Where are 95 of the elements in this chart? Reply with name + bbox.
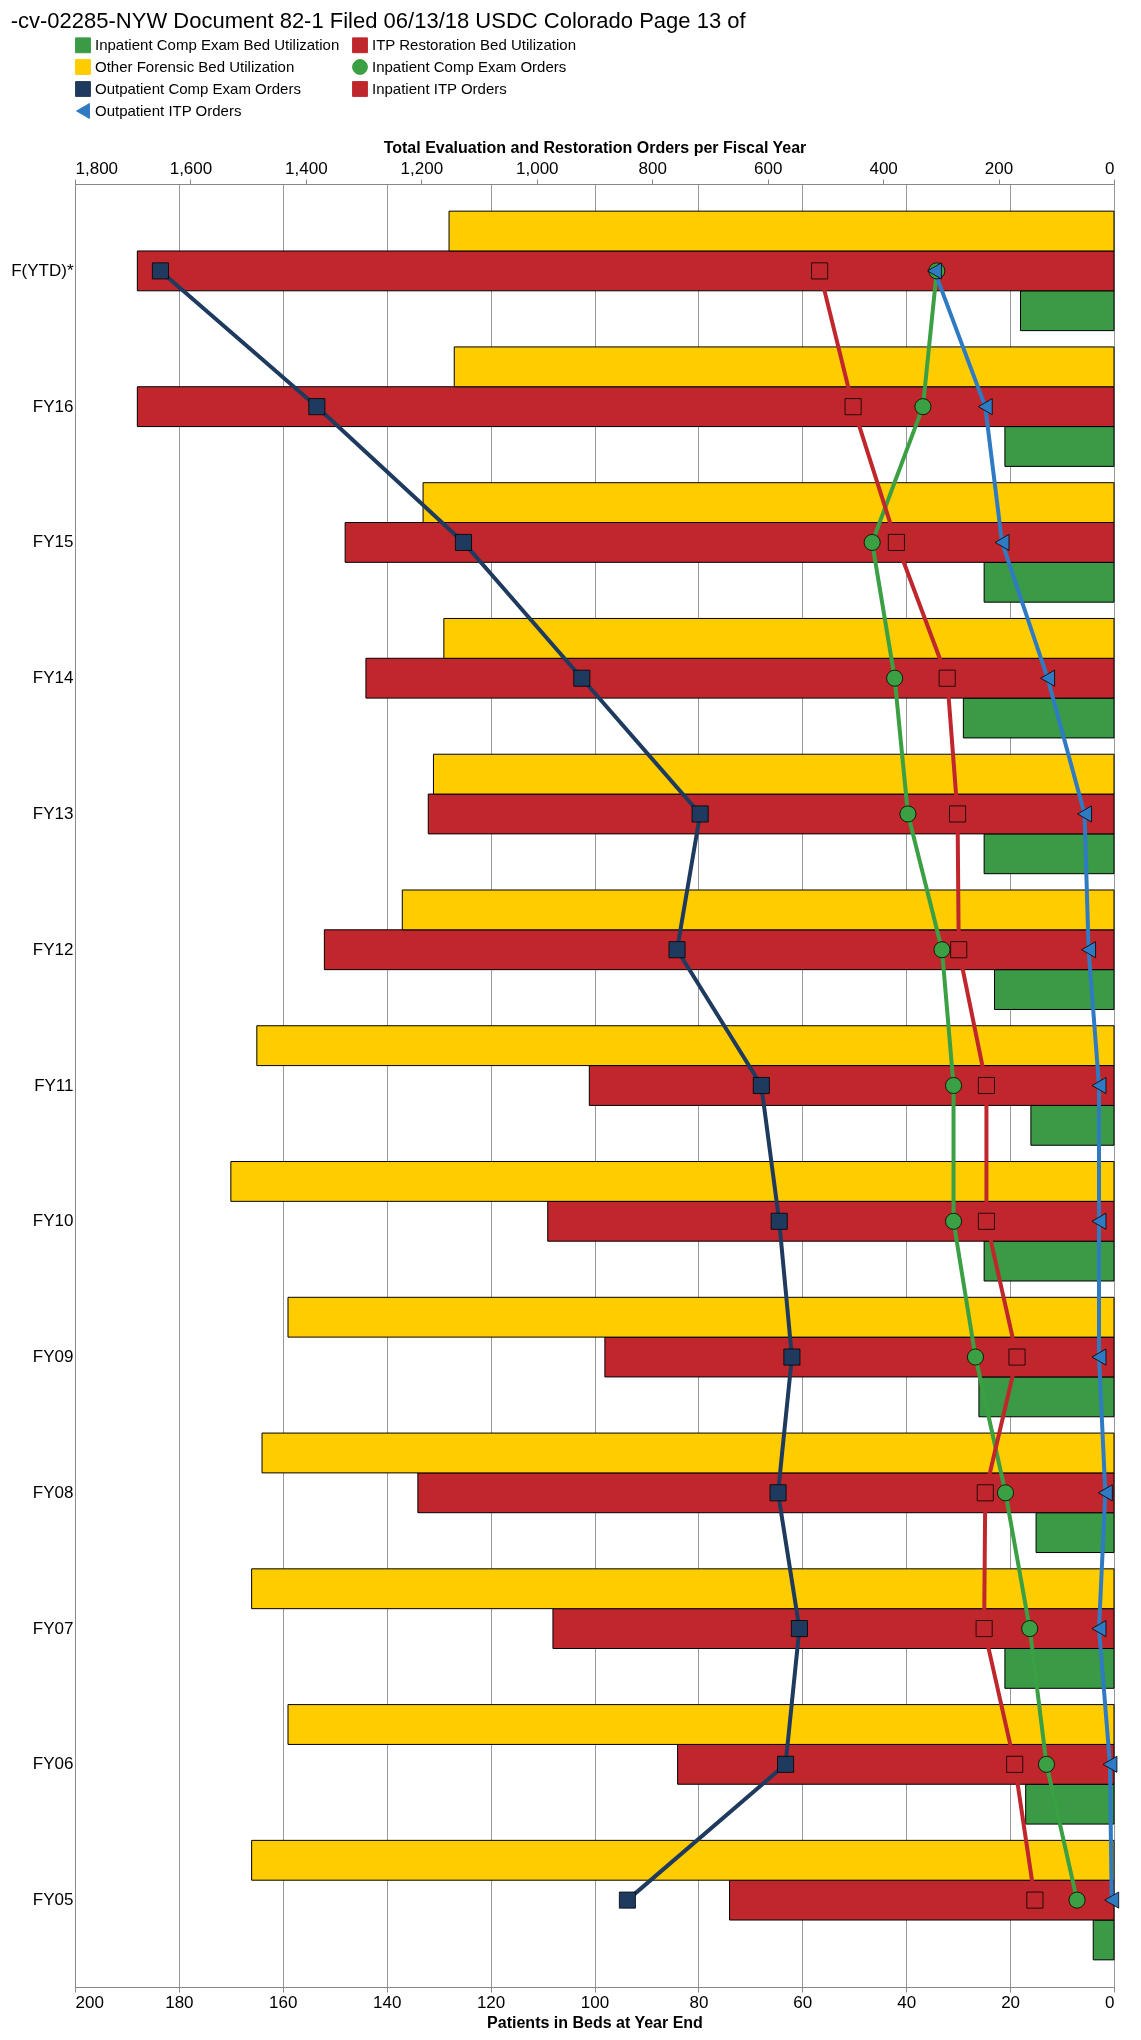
point (783, 1348, 801, 1366)
y-tick-label: FY11 (34, 1075, 74, 1095)
point (151, 262, 169, 280)
point (887, 533, 905, 551)
point (977, 1212, 995, 1230)
point (994, 533, 1010, 551)
point (1081, 941, 1096, 959)
point (691, 805, 709, 823)
x-tick-label: 100 (580, 1992, 610, 2012)
point (811, 262, 829, 280)
point (618, 1891, 636, 1909)
text: -cv-02285-NYW Document 82-1 Filed 06/13/18 USDC Colorado Page 13 of (10, 8, 747, 33)
point (945, 1077, 962, 1094)
point (976, 1484, 994, 1502)
point (573, 669, 591, 687)
point (967, 1348, 984, 1366)
legend-label: Outpatient ITP Orders (95, 102, 242, 119)
point (1091, 1620, 1107, 1638)
point (1091, 1348, 1107, 1366)
point (844, 398, 862, 416)
point (977, 1077, 995, 1094)
point (1097, 1484, 1113, 1502)
point (945, 1212, 962, 1230)
x-tick-label: 60 (793, 1992, 813, 2012)
point (899, 805, 917, 823)
legend-label: Outpatient Comp Exam Orders (95, 80, 301, 97)
point (997, 1484, 1014, 1502)
point (308, 398, 326, 416)
x2-tick-label: 1,400 (285, 158, 328, 178)
y-tick-label: FY14 (32, 668, 74, 688)
point (1091, 1077, 1107, 1094)
x-tick-label: 180 (165, 1992, 194, 2012)
point (668, 941, 686, 959)
x-tick-label: 200 (75, 1992, 104, 2012)
point (927, 262, 942, 280)
x2-tick-label: 600 (753, 158, 783, 178)
legend-label: Inpatient ITP Orders (372, 80, 507, 97)
point (1026, 1891, 1044, 1909)
point (886, 669, 904, 687)
point (1040, 669, 1055, 687)
legend-label: Inpatient Comp Exam Orders (372, 58, 567, 75)
point (790, 1620, 808, 1638)
point (769, 1484, 787, 1502)
y-tick-label: F(YTD)* (11, 260, 74, 280)
x2-tick-label: 1,600 (169, 158, 213, 178)
y-tick-label: FY09 (32, 1347, 74, 1367)
x-tick-label: 0 (1105, 1992, 1115, 2012)
point (1068, 1891, 1086, 1909)
y-tick-label: FY05 (32, 1890, 74, 1910)
y-tick-label: FY15 (32, 532, 74, 552)
point (1008, 1348, 1026, 1366)
point (1104, 1891, 1120, 1909)
point (1006, 1755, 1024, 1773)
y-tick-label: FY08 (32, 1482, 74, 1502)
point (863, 533, 881, 551)
point (1102, 1755, 1118, 1773)
x2-tick-label: 1,000 (516, 158, 559, 178)
point (977, 398, 993, 416)
y-tick-label: FY06 (32, 1754, 74, 1774)
point (938, 669, 956, 687)
x2-axis-title: Total Evaluation and Restoration Orders per Fiscal Year (383, 138, 807, 156)
x2-tick-label: 1,200 (400, 158, 444, 178)
x-tick-label: 120 (476, 1992, 506, 2012)
point (455, 533, 472, 551)
point (777, 1755, 795, 1773)
point (1038, 1755, 1055, 1773)
y-tick-label: FY16 (32, 396, 74, 416)
x-axis-title: Patients in Beds at Year End (487, 2013, 703, 2031)
legend-label: Inpatient Comp Exam Bed Utilization (95, 36, 340, 54)
point (933, 941, 951, 959)
x2-tick-label: 800 (638, 158, 667, 178)
x2-tick-label: 200 (984, 158, 1014, 178)
x-tick-label: 160 (269, 1992, 298, 2012)
point (950, 941, 968, 959)
point (752, 1077, 770, 1094)
y-tick-label: FY07 (32, 1618, 74, 1638)
x-tick-label: 40 (897, 1992, 917, 2012)
y-tick-label: FY10 (32, 1211, 74, 1231)
point (1091, 1212, 1107, 1230)
x2-tick-label: 400 (869, 158, 898, 178)
point (949, 805, 967, 823)
y-tick-label: FY13 (32, 803, 74, 823)
point (975, 1620, 993, 1638)
x-tick-label: 20 (1001, 1992, 1021, 2012)
y-tick-label: FY12 (32, 939, 74, 959)
x-tick-label: 80 (689, 1992, 709, 2012)
legend-label: ITP Restoration Bed Utilization (372, 36, 576, 54)
point (1021, 1620, 1039, 1638)
point (1077, 805, 1092, 823)
x2-tick-label: 1,800 (75, 158, 119, 178)
x-tick-label: 140 (373, 1992, 402, 2012)
x2-tick-label: 0 (1105, 158, 1115, 178)
legend-label: Other Forensic Bed Utilization (95, 58, 295, 75)
point (914, 398, 932, 416)
point (770, 1212, 788, 1230)
